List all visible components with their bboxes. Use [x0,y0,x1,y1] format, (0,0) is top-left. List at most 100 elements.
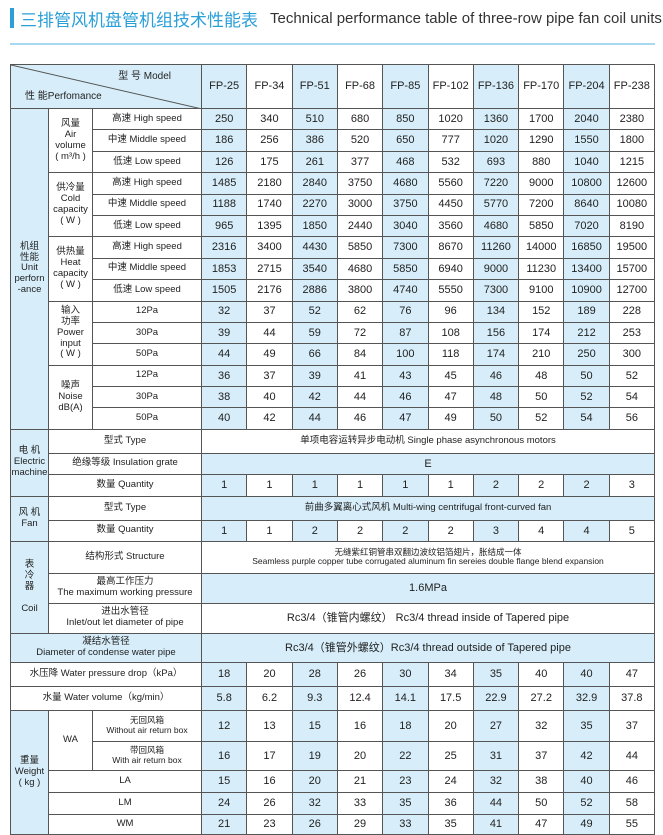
value-cell: 174 [472,343,520,366]
value-cell: 152 [518,300,565,323]
table-row: 机组 性能 Unit perforn -ance 风量 Air volume ( … [10,107,656,430]
value-cell: 20 [427,709,474,742]
value-cell: 650 [382,129,429,152]
value-cell: 1 [382,473,429,497]
value-cell: 21 [336,769,384,793]
value-cell: 46 [608,769,656,793]
value-cell: 5850 [336,236,384,259]
value-cell: 52 [518,407,565,430]
value-cell: 250 [201,107,248,131]
value-cell: 2886 [291,279,338,302]
value-cell: 32 [518,709,565,742]
table-row: 型 号 Model 性 能Perfomance FP-25 FP-34 FP-51 FP-… [9,64,656,109]
value-cell: 48 [518,364,565,388]
value-cell: 18 [201,661,248,687]
group-label: 噪声 Noise dB(A) [48,364,93,430]
model-header: FP-102 [427,64,474,109]
value-cell: 38 [201,386,248,409]
value-cell: 1 [336,473,384,497]
value-cell: 1 [427,473,474,497]
table-row: 低速 Low speed 965 1395 1850 2440 3040 3560 4680 5… [11,214,656,238]
row-label: 数量 Quantity [47,519,203,542]
value-cell: 25 [427,740,474,771]
value-cell: 49 [246,343,293,366]
value-cell: 24 [201,791,248,815]
value-cell: 1290 [518,129,565,152]
value-cell: 50 [518,386,565,409]
row-label: 50Pa [91,343,203,366]
value-cell: 32.9 [563,685,610,711]
value-cell: 59 [291,321,338,345]
model-header: FP-51 [291,64,338,109]
value-cell: 108 [427,321,474,345]
value-cell: 15 [201,769,248,793]
value-cell: 12600 [608,172,656,195]
value-cell: 1 [201,473,248,497]
value-cell: 2270 [291,193,338,216]
value-cell: 2 [518,473,565,497]
value-cell: 17.5 [427,685,474,711]
condense-label: 凝结水管径 Diameter of condense water pipe [9,632,203,663]
value-cell: 26 [336,661,384,687]
page-title: 三排管风机盘管机组技术性能表 Technical performance tab… [10,6,662,31]
value-cell: 44 [336,386,384,409]
value-cell: 26 [246,791,293,815]
value-cell: 3750 [336,172,384,195]
value-cell: 46 [382,386,429,409]
table-row: 低速 Low speed 1505 2176 2886 3800 4740 5550 7300… [11,279,656,302]
weight-label: 重量 Weight ( kg ) [10,709,49,835]
value-cell: 6.2 [246,685,293,711]
value-cell: 76 [382,300,429,323]
value-cell: 35 [472,661,520,687]
value-cell: 1550 [563,129,610,152]
insulation-value: E [201,452,655,475]
value-cell: 44 [291,407,338,430]
value-cell: 87 [382,321,429,345]
value-cell: 4680 [472,214,520,238]
row-label: 型式 Type [47,428,203,454]
value-cell: 46 [336,407,384,430]
value-cell: 15 [291,709,338,742]
value-cell: 9000 [472,257,520,281]
model-label: 型 号 Model [118,71,172,82]
value-cell: 300 [608,343,656,366]
value-cell: 2180 [246,172,293,195]
row-label: 低速 Low speed [91,279,203,302]
row-label: 高速 High speed [91,107,203,131]
title-english: Technical performance table of three-row… [270,9,662,27]
table-row: 50Pa 44 49 66 84 100 118 174 210 250 300 [11,343,656,366]
value-cell: 5560 [427,172,474,195]
value-cell: 126 [201,150,248,174]
value-cell: 13400 [563,257,610,281]
value-cell: 17 [246,740,293,771]
value-cell: 45 [427,364,474,388]
value-cell: 44 [472,791,520,815]
value-cell: 1740 [246,193,293,216]
table-row: 输入 功率 Power input ( W ) 12Pa 32 37 52 62 76 96 1… [11,300,656,366]
value-cell: 4430 [291,236,338,259]
table-row: 水量 Water volume（kg/min） 5.8 6.2 9.3 12.4 14.1… [9,685,656,711]
value-cell: 1 [291,473,338,497]
title-chinese: 三排管风机盘管机组技术性能表 [20,10,258,31]
performance-label: 性 能Perfomance [25,90,102,102]
value-cell: 30 [382,661,429,687]
value-cell: 14000 [518,236,565,259]
value-cell: 48 [472,386,520,409]
value-cell: 27.2 [518,685,565,711]
value-cell: 7200 [518,193,565,216]
value-cell: 22.9 [472,685,520,711]
table-row: 最高工作压力 The maximum working pressure 1.6MP… [11,572,655,604]
value-cell: 5770 [472,193,520,216]
value-cell: 3540 [291,257,338,281]
value-cell: 37 [518,740,565,771]
value-cell: 54 [563,407,610,430]
value-cell: 18 [382,709,429,742]
value-cell: 256 [246,129,293,152]
value-cell: 386 [291,129,338,152]
value-cell: 7300 [382,236,429,259]
value-cell: 16 [246,769,293,793]
value-cell: 47 [427,386,474,409]
value-cell: 47 [518,813,565,835]
structure-value: 无缝紫红铜管串双翻边波纹铝箔翅片，胀结成一体 Seamless purple c… [201,540,655,574]
value-cell: 47 [382,407,429,430]
